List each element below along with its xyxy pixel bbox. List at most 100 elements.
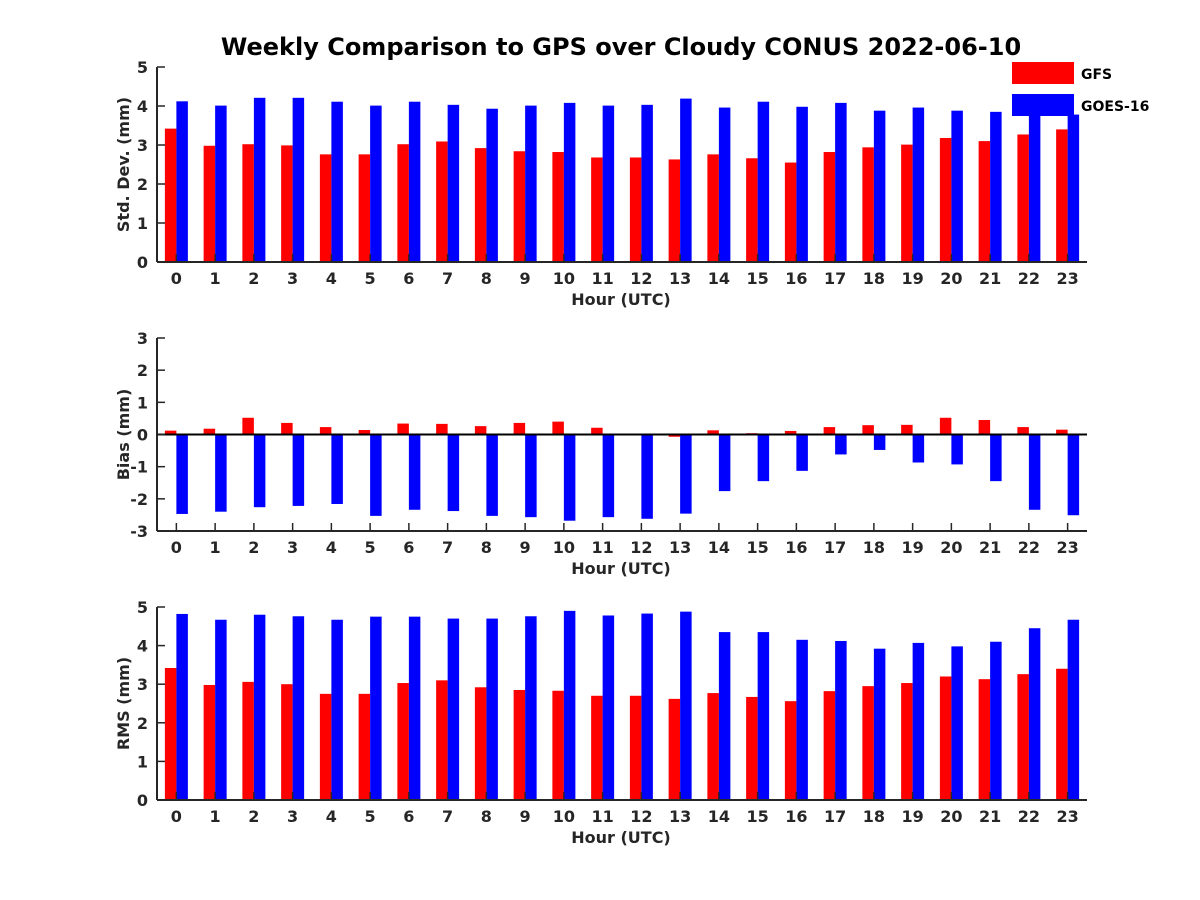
x-axis-label: Hour (UTC) <box>571 290 671 309</box>
bar-gfs-hour-9 <box>514 151 526 262</box>
bar-goes-hour-1 <box>215 620 227 800</box>
bar-goes-hour-9 <box>525 435 537 518</box>
y-tick-label: 2 <box>137 361 148 380</box>
bar-goes-hour-7 <box>448 105 460 262</box>
bar-goes-hour-22 <box>1029 115 1041 262</box>
bar-goes-hour-23 <box>1068 115 1080 262</box>
bar-gfs-hour-0 <box>165 668 177 800</box>
bar-goes-hour-4 <box>331 102 343 262</box>
y-tick-label: 5 <box>137 58 148 77</box>
bar-goes-hour-13 <box>680 99 692 262</box>
bar-gfs-hour-9 <box>514 423 526 435</box>
bar-gfs-hour-18 <box>862 147 874 262</box>
bar-gfs-hour-20 <box>940 418 952 435</box>
bar-goes-hour-17 <box>835 435 847 455</box>
bar-gfs-hour-7 <box>436 424 448 435</box>
bar-goes-hour-7 <box>448 435 460 512</box>
bar-gfs-hour-11 <box>591 157 603 262</box>
bar-gfs-hour-23 <box>1056 669 1068 800</box>
bar-goes-hour-8 <box>486 435 498 516</box>
bar-gfs-hour-14 <box>707 154 719 262</box>
bar-goes-hour-12 <box>641 105 653 262</box>
x-tick-label: 6 <box>403 269 414 288</box>
bar-gfs-hour-8 <box>475 687 487 800</box>
bar-goes-hour-17 <box>835 641 847 800</box>
x-tick-label: 7 <box>442 538 453 557</box>
x-tick-label: 19 <box>901 269 923 288</box>
bar-goes-hour-4 <box>331 435 343 504</box>
bar-goes-hour-8 <box>486 109 498 262</box>
bar-goes-hour-5 <box>370 106 382 262</box>
bar-gfs-hour-19 <box>901 145 913 262</box>
bar-goes-hour-3 <box>293 98 305 262</box>
bar-goes-hour-18 <box>874 435 886 450</box>
bar-gfs-hour-4 <box>320 427 332 434</box>
bar-goes-hour-13 <box>680 435 692 514</box>
x-tick-label: 10 <box>553 538 575 557</box>
x-tick-label: 2 <box>248 807 259 826</box>
x-tick-label: 4 <box>326 269 337 288</box>
bar-gfs-hour-9 <box>514 690 526 800</box>
x-tick-label: 11 <box>591 538 613 557</box>
x-axis-label: Hour (UTC) <box>571 559 671 578</box>
x-tick-label: 21 <box>979 807 1001 826</box>
x-tick-label: 8 <box>481 807 492 826</box>
bar-gfs-hour-20 <box>940 676 952 800</box>
bar-gfs-hour-21 <box>979 420 991 434</box>
x-tick-label: 8 <box>481 538 492 557</box>
y-tick-label: 4 <box>137 637 148 656</box>
x-tick-label: 9 <box>520 807 531 826</box>
legend-label-gfs: GFS <box>1081 67 1112 83</box>
bar-goes-hour-10 <box>564 103 576 262</box>
bar-goes-hour-14 <box>719 435 731 492</box>
x-tick-label: 0 <box>171 807 182 826</box>
bar-goes-hour-0 <box>176 614 188 800</box>
bar-gfs-hour-17 <box>824 152 836 262</box>
y-axis-label: Std. Dev. (mm) <box>114 97 133 232</box>
bar-goes-hour-22 <box>1029 628 1041 800</box>
x-tick-label: 23 <box>1056 269 1078 288</box>
bar-goes-hour-21 <box>990 435 1002 482</box>
y-tick-label: 2 <box>137 714 148 733</box>
x-tick-label: 14 <box>708 538 730 557</box>
x-tick-label: 12 <box>630 269 652 288</box>
x-tick-label: 5 <box>365 269 376 288</box>
bar-goes-hour-10 <box>564 611 576 800</box>
bar-goes-hour-0 <box>176 101 188 262</box>
legend-label-goes: GOES-16 <box>1081 99 1149 115</box>
bar-goes-hour-1 <box>215 435 227 512</box>
bar-gfs-hour-2 <box>242 418 254 435</box>
bar-goes-hour-19 <box>913 108 925 262</box>
bar-gfs-hour-22 <box>1017 674 1029 800</box>
bar-gfs-hour-0 <box>165 129 177 262</box>
x-tick-label: 23 <box>1056 538 1078 557</box>
bar-gfs-hour-2 <box>242 144 254 262</box>
bar-gfs-hour-3 <box>281 145 293 262</box>
bar-gfs-hour-11 <box>591 696 603 800</box>
bar-goes-hour-3 <box>293 435 305 506</box>
bar-gfs-hour-12 <box>630 157 642 262</box>
bar-goes-hour-16 <box>796 435 808 471</box>
x-tick-label: 20 <box>940 538 962 557</box>
x-tick-label: 6 <box>403 538 414 557</box>
x-tick-label: 20 <box>940 807 962 826</box>
bar-goes-hour-8 <box>486 619 498 800</box>
y-tick-label: 3 <box>137 675 148 694</box>
x-tick-label: 12 <box>630 807 652 826</box>
bar-goes-hour-6 <box>409 102 421 262</box>
x-tick-label: 9 <box>520 269 531 288</box>
y-tick-label: 4 <box>137 97 148 116</box>
bar-goes-hour-15 <box>758 435 770 482</box>
y-tick-label: 1 <box>137 752 148 771</box>
bar-goes-hour-22 <box>1029 435 1041 510</box>
x-tick-label: 20 <box>940 269 962 288</box>
legend-swatch-gfs <box>1012 62 1074 84</box>
y-tick-label: 5 <box>137 598 148 617</box>
bar-gfs-hour-1 <box>204 685 216 800</box>
bar-goes-hour-15 <box>758 632 770 800</box>
bar-goes-hour-2 <box>254 615 266 800</box>
bar-gfs-hour-13 <box>669 699 681 800</box>
bar-gfs-hour-6 <box>397 683 409 800</box>
bar-goes-hour-20 <box>951 646 963 800</box>
bar-gfs-hour-21 <box>979 679 991 800</box>
